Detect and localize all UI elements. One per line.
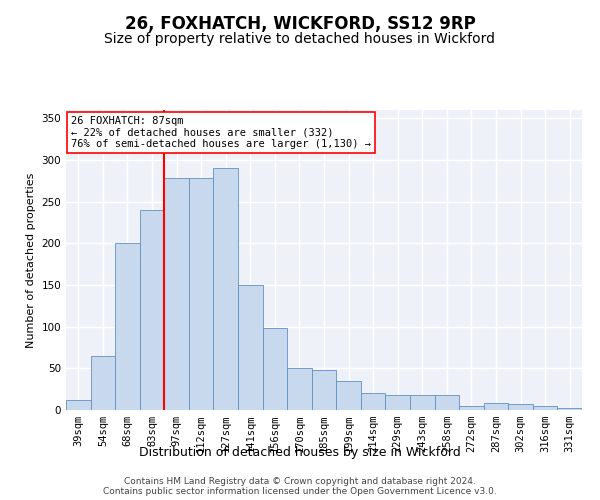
Text: Distribution of detached houses by size in Wickford: Distribution of detached houses by size … (139, 446, 461, 459)
Bar (312, 370, 336, 410)
Bar (115, 244, 140, 410)
Bar (336, 381, 361, 410)
Bar (189, 178, 214, 410)
Text: 26 FOXHATCH: 87sqm
← 22% of detached houses are smaller (332)
76% of semi-detach: 26 FOXHATCH: 87sqm ← 22% of detached hou… (71, 116, 371, 149)
Text: Contains public sector information licensed under the Open Government Licence v3: Contains public sector information licen… (103, 486, 497, 496)
Bar (434, 395, 459, 410)
Text: Size of property relative to detached houses in Wickford: Size of property relative to detached ho… (104, 32, 496, 46)
Bar (508, 404, 533, 410)
Bar (459, 406, 484, 410)
Bar (91, 356, 115, 410)
Bar (263, 328, 287, 410)
Bar (214, 168, 238, 410)
Bar (361, 394, 385, 410)
Bar (140, 210, 164, 410)
Bar (66, 400, 91, 410)
Y-axis label: Number of detached properties: Number of detached properties (26, 172, 36, 348)
Bar (164, 178, 189, 410)
Bar (533, 406, 557, 410)
Bar (484, 404, 508, 410)
Bar (385, 395, 410, 410)
Text: 26, FOXHATCH, WICKFORD, SS12 9RP: 26, FOXHATCH, WICKFORD, SS12 9RP (125, 15, 475, 33)
Bar (287, 368, 312, 410)
Text: Contains HM Land Registry data © Crown copyright and database right 2024.: Contains HM Land Registry data © Crown c… (124, 476, 476, 486)
Bar (410, 395, 434, 410)
Bar (557, 408, 582, 410)
Bar (238, 285, 263, 410)
